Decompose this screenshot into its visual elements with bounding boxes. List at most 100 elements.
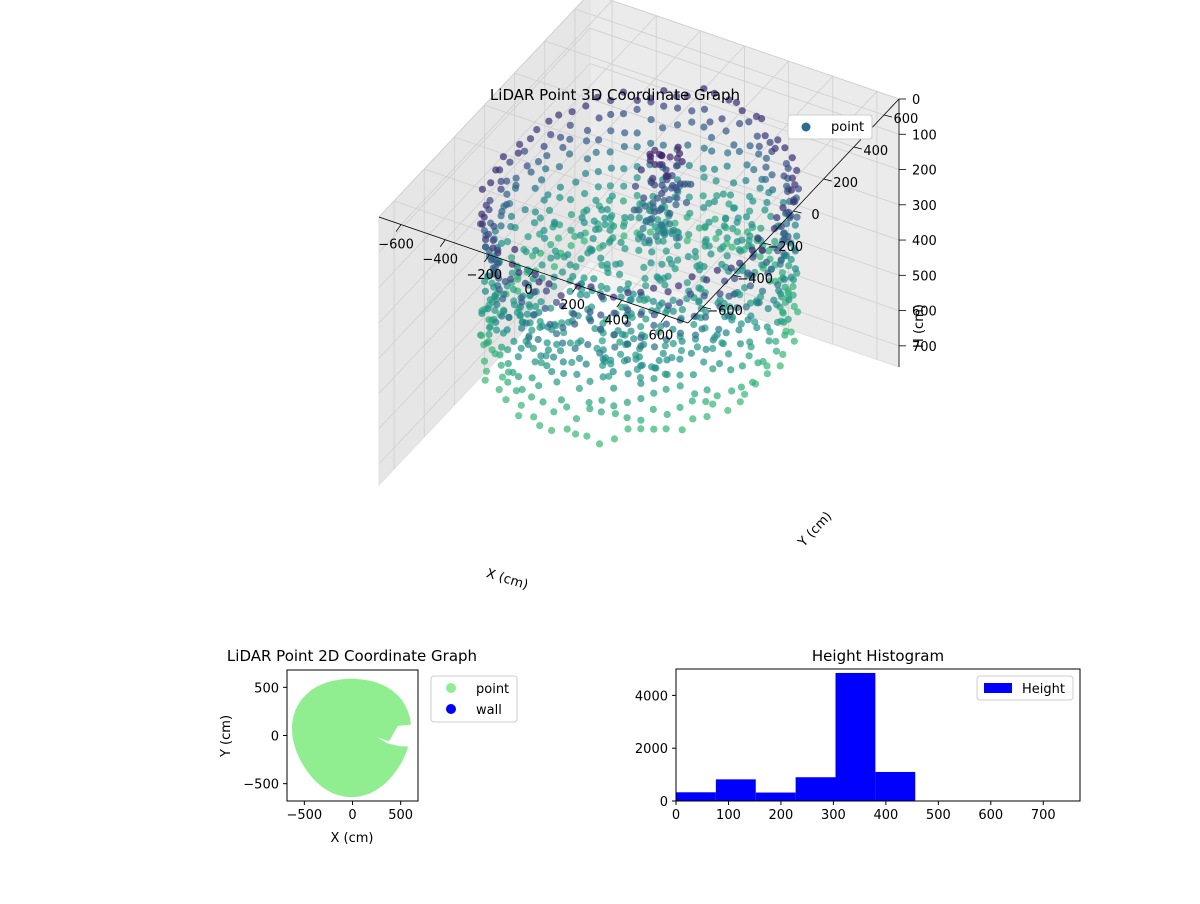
grid-line-z — [378, 0, 584, 218]
point-marker — [725, 303, 734, 311]
point-marker — [771, 237, 779, 245]
point-marker — [620, 165, 628, 173]
grid-line-z — [589, 204, 900, 311]
point-marker — [586, 377, 594, 385]
point-marker — [595, 440, 604, 448]
x-tick-label-2d: −500 — [286, 808, 322, 823]
grid-line-y — [484, 104, 794, 212]
point-marker — [504, 346, 512, 354]
point-marker — [787, 255, 795, 264]
point-marker — [621, 245, 629, 253]
point-marker — [777, 222, 785, 231]
point-marker — [591, 325, 599, 333]
point-marker — [512, 387, 521, 395]
point-marker — [568, 358, 576, 367]
z-tick-label: 500 — [912, 269, 937, 284]
point-marker — [607, 110, 615, 119]
point-marker — [556, 183, 565, 191]
point-marker — [624, 289, 632, 297]
point-marker — [743, 161, 751, 169]
point-marker — [498, 373, 507, 381]
chart-2d-title: LiDAR Point 2D Coordinate Graph — [227, 647, 477, 665]
x-tick-mark — [395, 224, 402, 232]
point-marker — [758, 115, 766, 123]
point-marker — [480, 357, 489, 365]
point-marker — [666, 153, 674, 161]
point-marker — [783, 220, 791, 228]
point-marker — [574, 339, 582, 347]
point-marker — [768, 171, 776, 179]
point-marker — [780, 275, 789, 283]
point-marker — [522, 319, 530, 327]
point-marker — [547, 241, 555, 249]
point-marker — [713, 392, 721, 400]
point-marker — [658, 222, 666, 230]
point-marker — [712, 234, 720, 243]
point-marker — [669, 307, 677, 315]
point-marker — [676, 371, 684, 379]
point-marker — [724, 149, 732, 157]
point-marker — [510, 337, 518, 345]
point-marker — [660, 197, 668, 205]
point-marker — [691, 247, 699, 256]
point-marker — [764, 269, 772, 277]
point-marker — [718, 115, 726, 123]
x-tick-mark — [616, 300, 623, 308]
point-marker — [766, 138, 774, 146]
point-marker — [627, 327, 635, 335]
point-marker — [790, 302, 798, 310]
point-marker — [623, 340, 631, 348]
point-marker — [541, 304, 549, 312]
point-marker — [507, 223, 515, 231]
point-marker — [780, 235, 788, 243]
point-marker — [730, 179, 738, 187]
point-marker — [635, 353, 644, 361]
x-tick-label-hist: 100 — [716, 808, 741, 823]
point-marker — [598, 337, 606, 345]
point-marker — [609, 368, 617, 376]
point-marker — [746, 207, 754, 215]
point-marker — [481, 277, 489, 286]
point-marker — [492, 166, 500, 174]
point-marker — [638, 233, 647, 241]
point-marker — [736, 340, 745, 348]
point-marker — [509, 368, 517, 377]
point-marker — [695, 298, 703, 306]
point-marker — [583, 291, 591, 299]
point-marker — [725, 96, 733, 104]
point-marker — [555, 111, 563, 119]
legend-2d-marker-point — [446, 683, 456, 693]
z-tick-label: 100 — [912, 128, 937, 143]
point-marker — [793, 166, 801, 175]
point-marker — [772, 347, 781, 355]
point-marker — [716, 290, 724, 298]
point-marker — [678, 158, 686, 166]
point-marker — [498, 312, 506, 320]
point-marker — [662, 336, 671, 344]
point-marker — [670, 226, 678, 234]
point-marker — [524, 233, 532, 241]
point-marker — [583, 126, 592, 135]
point-marker — [610, 309, 618, 317]
point-marker — [660, 229, 668, 237]
point-marker — [506, 158, 514, 166]
point-marker — [686, 209, 694, 217]
point-marker — [659, 141, 667, 149]
point-marker — [517, 344, 525, 352]
point-marker — [695, 224, 703, 232]
point-marker — [745, 118, 753, 126]
point-marker — [597, 254, 605, 262]
z-tick-label: 700 — [912, 340, 937, 355]
y-tick-mark — [823, 178, 832, 182]
grid-line-z — [589, 239, 900, 347]
point-marker — [637, 288, 645, 296]
point-marker — [582, 169, 590, 178]
z-tick-label: 0 — [912, 93, 920, 108]
point-marker — [621, 214, 629, 222]
point-marker — [514, 149, 522, 157]
point-marker — [539, 398, 547, 406]
2d-gap-region — [377, 723, 418, 748]
point-marker — [635, 214, 643, 222]
point-marker — [693, 262, 701, 270]
